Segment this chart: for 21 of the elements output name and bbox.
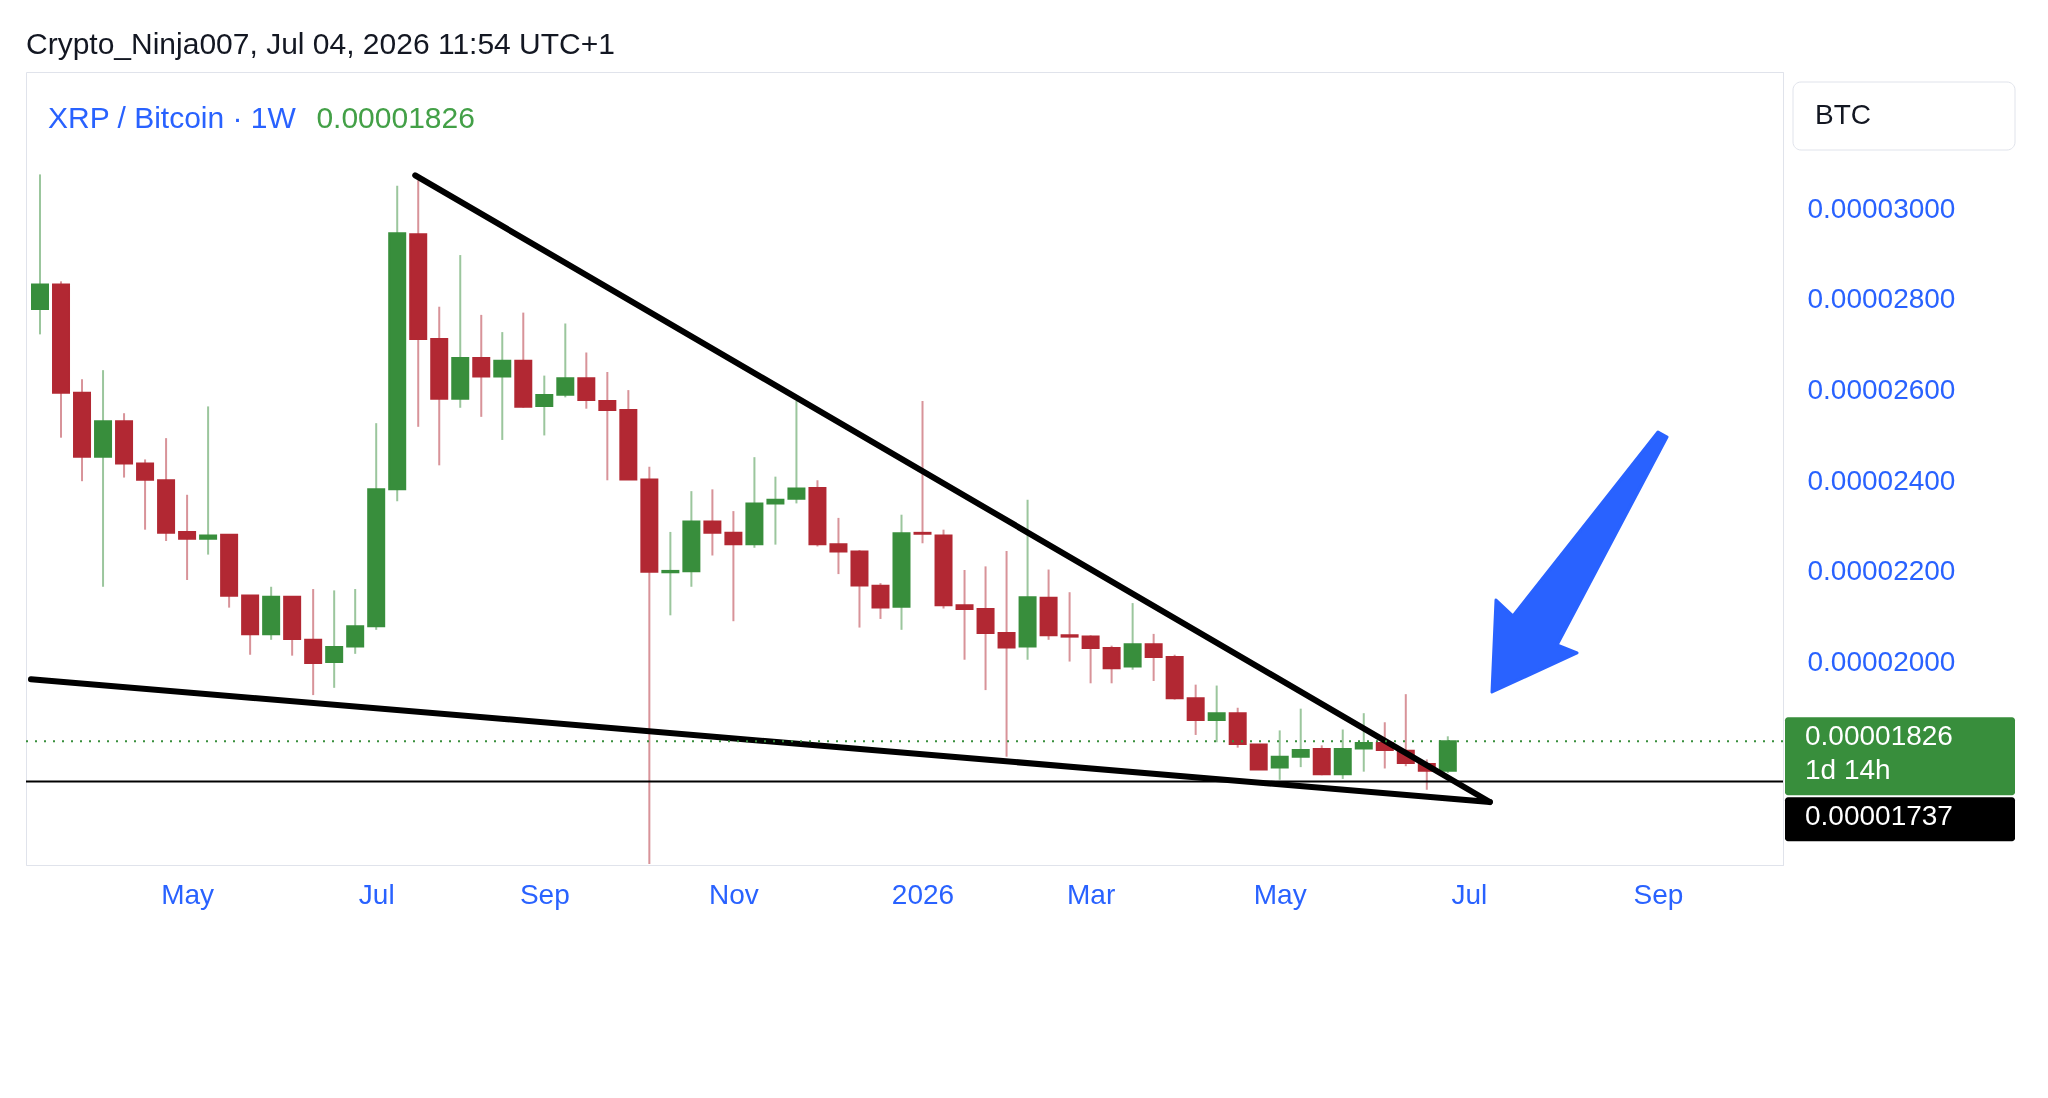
x-tick-label: Sep [1633,878,1684,910]
y-tick-label: 0.00003000 [1807,192,1956,224]
x-tick-label: Sep [519,878,570,910]
x-tick-label: Nov [709,878,759,910]
ref-line-label: 0.00001826 1d 14h [1805,720,1953,786]
text: XRP / Bitcoin · 1W [48,101,297,134]
y-axis-title: BTC [1815,99,1871,130]
x-tick-label: Mar [1066,878,1116,910]
annotation: 0.00001826 [316,101,475,134]
y-tick-label: 0.00002600 [1807,374,1956,406]
x-tick-label: May [161,878,215,910]
x-tick-label: Jul [1451,878,1488,910]
x-tick-label: 2026 [891,878,955,910]
ref-line-label: 0.00001737 [1805,800,1953,832]
y-tick-label: 0.00002800 [1807,283,1956,315]
y-tick-label: 0.00002200 [1807,555,1956,587]
x-tick-label: Jul [358,878,395,910]
x-tick-label: May [1253,878,1307,910]
y-tick-label: 0.00002400 [1807,464,1956,496]
y-tick-label: 0.00002000 [1807,645,1956,677]
chart-title: Crypto_Ninja007, Jul 04, 2026 11:54 UTC+1 [26,27,615,60]
